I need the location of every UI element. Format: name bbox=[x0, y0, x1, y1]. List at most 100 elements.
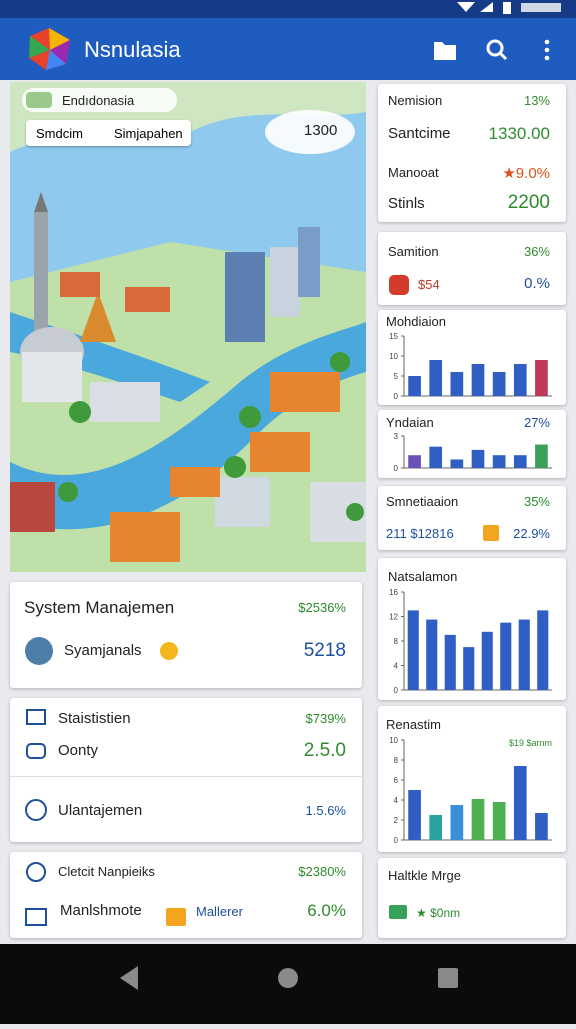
card-label: Smnetiaaion bbox=[386, 494, 459, 509]
card-icon bbox=[389, 905, 407, 919]
bar bbox=[450, 372, 464, 396]
bar bbox=[450, 805, 464, 840]
card-label: Manooat bbox=[388, 165, 439, 180]
card-icons bbox=[25, 862, 186, 926]
card-value: 22.9% bbox=[513, 526, 550, 541]
bar bbox=[426, 619, 438, 690]
bar bbox=[513, 455, 527, 468]
card-value: 0.% bbox=[524, 275, 550, 292]
nav-bar bbox=[0, 944, 576, 1024]
app-logo bbox=[29, 28, 70, 70]
bar bbox=[471, 364, 485, 396]
card-value: 35% bbox=[523, 494, 550, 509]
bar-chart: 0 5 10 15 bbox=[389, 332, 552, 401]
bar bbox=[535, 813, 548, 840]
y-tick-label: 15 bbox=[389, 332, 398, 341]
card-label: Manlshmote bbox=[60, 902, 142, 919]
status-bar bbox=[0, 0, 576, 18]
map-value: 1300 bbox=[304, 122, 338, 139]
card-label: Samition bbox=[388, 244, 439, 259]
bar bbox=[407, 610, 419, 690]
card-title: Mohdiaion bbox=[386, 314, 446, 329]
card-title: Yndaian bbox=[386, 415, 434, 430]
card-title: Natsalamon bbox=[388, 569, 458, 584]
card-value: 2200 bbox=[507, 192, 550, 213]
stat-card[interactable]: Cletcit Nanpieiks $2380% Manlshmote Mall… bbox=[10, 852, 362, 938]
bar bbox=[429, 360, 443, 396]
app-title: Nsnulasia bbox=[84, 37, 181, 62]
stat-card[interactable]: Staististien $739% Oonty 2.5.0 Ulantajem… bbox=[10, 698, 362, 842]
bar bbox=[500, 622, 512, 690]
bar bbox=[513, 766, 527, 840]
nav-buttons[interactable] bbox=[0, 944, 576, 1024]
card-icon bbox=[483, 525, 499, 541]
chart-card[interactable]: Mohdiaion 0 5 10 15 bbox=[378, 310, 566, 405]
map-chip[interactable]: Simjapahen bbox=[114, 126, 183, 141]
y-tick-label: 2 bbox=[394, 816, 399, 825]
y-tick-label: 16 bbox=[389, 588, 398, 597]
card-tag[interactable]: Mallerer bbox=[196, 904, 243, 919]
card-label: System Manajemen bbox=[24, 598, 175, 617]
card-icon bbox=[389, 275, 409, 295]
card-value: $2536% bbox=[298, 600, 346, 615]
bar bbox=[463, 647, 475, 690]
bar bbox=[408, 376, 421, 396]
bar bbox=[492, 802, 506, 840]
bar bbox=[444, 634, 456, 690]
annotation: $19 $arnm bbox=[509, 738, 552, 748]
bar bbox=[429, 446, 443, 468]
bar bbox=[535, 360, 548, 396]
app-bar: Nsnulasia bbox=[0, 18, 576, 80]
bar-chart: 03 bbox=[394, 432, 552, 473]
bar bbox=[408, 790, 421, 840]
card-icons bbox=[25, 709, 47, 821]
card-value: ★9.0% bbox=[502, 165, 550, 182]
card-label: Oonty bbox=[58, 742, 99, 759]
card-label: Staististien bbox=[58, 710, 131, 727]
card-label: Syamjanals bbox=[64, 642, 142, 659]
card-value: 1330.00 bbox=[488, 124, 550, 143]
y-tick-label: 8 bbox=[394, 637, 399, 646]
y-tick-label: 10 bbox=[389, 736, 398, 745]
card-label: 211 $12816 bbox=[386, 526, 454, 541]
bar bbox=[537, 610, 549, 690]
chart-card[interactable]: Natsalamon 0 4 8 12 16 bbox=[378, 558, 566, 700]
card-value: 5218 bbox=[303, 640, 346, 661]
card-value: ★ $0nm bbox=[416, 906, 461, 920]
map-chips[interactable]: Smdcim Simjapahen bbox=[26, 120, 191, 146]
card-label: Cletcit Nanpieiks bbox=[58, 864, 155, 879]
bar bbox=[513, 364, 527, 396]
bar bbox=[492, 455, 506, 468]
bar bbox=[492, 372, 506, 396]
bar bbox=[481, 631, 493, 690]
card-value: $2380% bbox=[298, 864, 346, 879]
app-actions[interactable] bbox=[432, 38, 556, 62]
chart-card[interactable]: Renastim 0 2 4 6 8 10 $19 $arnm bbox=[378, 706, 566, 852]
stat-card[interactable]: Nemision 13% Santcime 1330.00 Manooat ★9… bbox=[378, 84, 566, 222]
map-label-chip: Endıdonasia bbox=[22, 88, 177, 112]
y-tick-label: 0 bbox=[394, 392, 399, 401]
stat-card[interactable]: Samition 36% $54 0.% bbox=[378, 232, 566, 305]
card-label: $54 bbox=[418, 277, 440, 292]
stat-card[interactable]: Smnetiaaion 35% 211 $12816 22.9% bbox=[378, 486, 566, 550]
bar bbox=[471, 799, 485, 840]
card-label: Ulantajemen bbox=[58, 802, 143, 819]
y-tick-label: 3 bbox=[394, 432, 399, 441]
y-tick-label: 0 bbox=[394, 836, 399, 845]
card-value: 27% bbox=[523, 415, 550, 430]
map-label: Endıdonasia bbox=[62, 93, 135, 108]
stat-card[interactable]: System Manajemen $2536% Syamjanals 5218 bbox=[10, 582, 362, 688]
status-icons bbox=[457, 2, 561, 14]
map-illustration bbox=[10, 82, 366, 572]
y-tick-label: 10 bbox=[389, 352, 398, 361]
bar bbox=[408, 455, 421, 468]
bar-chart: 0 4 8 12 16 bbox=[389, 588, 552, 695]
map-chip[interactable]: Smdcim bbox=[36, 126, 83, 141]
y-tick-label: 6 bbox=[394, 776, 399, 785]
card-value: $739% bbox=[305, 711, 346, 726]
bar bbox=[471, 449, 485, 468]
y-tick-label: 8 bbox=[394, 756, 399, 765]
divider bbox=[10, 776, 362, 777]
stat-card[interactable]: Haltkle Mrge ★ $0nm bbox=[378, 858, 566, 938]
